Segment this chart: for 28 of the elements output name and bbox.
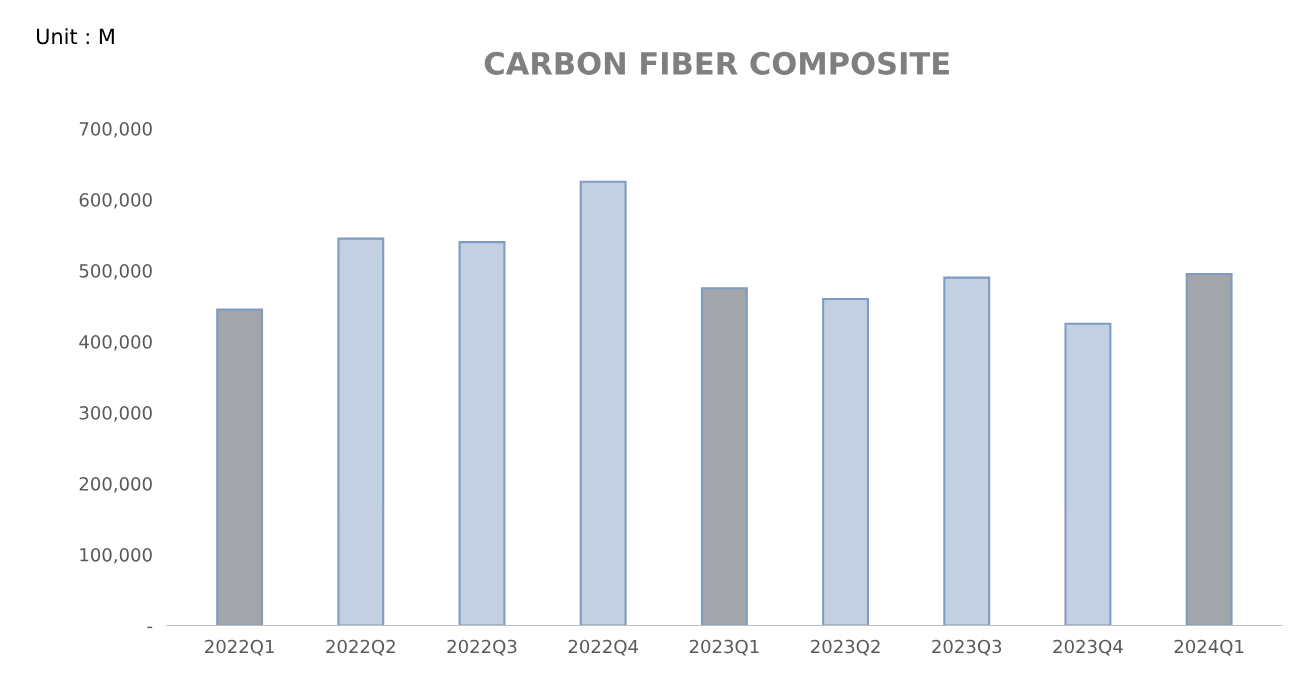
x-tick-label: 2023Q3	[932, 639, 1002, 656]
x-tick-label: 2022Q1	[205, 639, 274, 656]
y-tick-label: -	[147, 626, 153, 629]
bar	[1185, 273, 1233, 626]
x-tick-label: 2023Q1	[689, 639, 759, 656]
x-tick-label: 2022Q3	[447, 639, 517, 656]
bar	[943, 276, 991, 626]
y-tick-label: 600,000	[79, 193, 152, 209]
x-tick-label: 2023Q4	[1053, 639, 1123, 656]
x-tick-label: 2022Q4	[568, 639, 638, 656]
bar	[822, 297, 870, 626]
y-tick-label: 300,000	[79, 405, 152, 422]
bar	[458, 241, 506, 626]
chart-title: CARBON FIBER COMPOSITE	[484, 51, 949, 75]
x-tick-label: 2023Q2	[811, 639, 880, 656]
y-tick-label: 100,000	[80, 547, 152, 564]
y-tick-label: 500,000	[79, 264, 152, 280]
text: Unit : M	[37, 28, 114, 45]
y-tick-label: 400,000	[79, 335, 152, 351]
bar	[337, 237, 385, 626]
y-tick-label: 200,000	[79, 476, 152, 493]
bar	[579, 180, 627, 626]
x-tick-label: 2024Q1	[1174, 639, 1244, 656]
x-tick-label: 2022Q2	[326, 639, 395, 656]
y-tick-label: 700,000	[79, 122, 152, 138]
bar	[216, 308, 264, 626]
bar	[1064, 322, 1112, 626]
bar	[700, 287, 748, 626]
